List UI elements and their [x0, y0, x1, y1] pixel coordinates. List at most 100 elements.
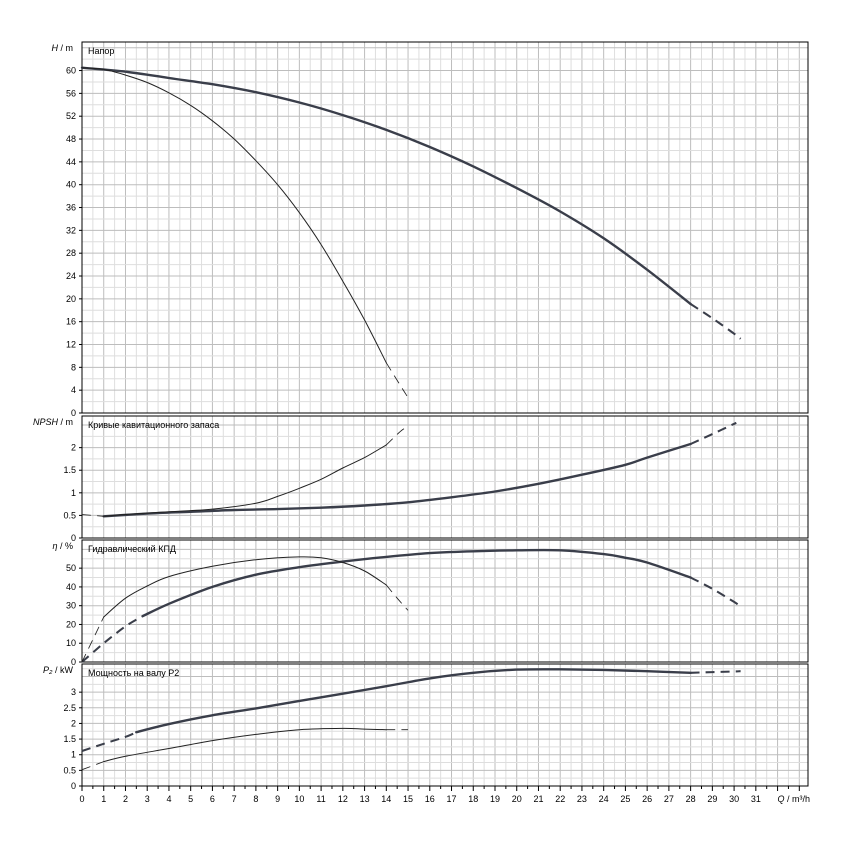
- y-axis-variable: η: [52, 541, 57, 551]
- y-axis-variable: H: [51, 43, 58, 53]
- x-tick-label: 5: [188, 794, 193, 804]
- x-tick-label: 19: [490, 794, 500, 804]
- y-tick-label: 56: [66, 88, 76, 98]
- x-tick-label: 28: [686, 794, 696, 804]
- y-tick-label: 2: [71, 443, 76, 453]
- y-tick-label: 30: [66, 601, 76, 611]
- curve-thick-solid: [102, 442, 692, 518]
- x-tick-label: 2: [123, 794, 128, 804]
- y-axis-separator: /: [58, 417, 66, 427]
- x-tick-label: 13: [360, 794, 370, 804]
- x-axis-separator: /: [784, 794, 792, 804]
- curve-thick-dashed: [81, 731, 137, 752]
- x-tick-label: 17: [447, 794, 457, 804]
- curve-thick-dashed: [81, 615, 144, 663]
- y-tick-label: 20: [66, 619, 76, 629]
- x-tick-label: 16: [425, 794, 435, 804]
- curve-thick-solid: [135, 668, 692, 734]
- curve-thick-solid: [80, 66, 692, 306]
- y-tick-label: 52: [66, 111, 76, 121]
- y-tick-label: 50: [66, 563, 76, 573]
- y-tick-label: 60: [66, 66, 76, 76]
- x-tick-label: 14: [381, 794, 391, 804]
- y-tick-label: 1: [71, 750, 76, 760]
- panel-3: 0 10 20 30 40 50 η / % Гидравлический КПД: [52, 539, 809, 667]
- curve-thin-dashed: [385, 584, 409, 611]
- y-tick-label: 16: [66, 317, 76, 327]
- x-tick-label: 31: [751, 794, 761, 804]
- x-tick-label: 21: [533, 794, 543, 804]
- x-tick-label: 23: [577, 794, 587, 804]
- y-tick-label: 24: [66, 271, 76, 281]
- x-tick-label: 22: [555, 794, 565, 804]
- y-tick-label: 32: [66, 225, 76, 235]
- x-tick-label: 12: [338, 794, 348, 804]
- x-tick-label: 3: [145, 794, 150, 804]
- x-tick-label: 11: [316, 794, 325, 804]
- x-tick-label: 1: [101, 794, 106, 804]
- y-axis-unit: %: [65, 541, 73, 551]
- y-axis-unit: m: [66, 43, 74, 53]
- y-tick-label: 0: [71, 408, 76, 418]
- x-tick-label: 6: [210, 794, 215, 804]
- curve-thick-dashed: [690, 670, 741, 674]
- curve-thick-dashed: [690, 421, 737, 445]
- y-tick-label: 3: [71, 687, 76, 697]
- x-tick-label: 24: [599, 794, 609, 804]
- y-tick-label: 0: [71, 533, 76, 543]
- x-tick-label: 25: [620, 794, 630, 804]
- curve-thin-dashed: [386, 426, 409, 446]
- x-tick-label: 7: [232, 794, 237, 804]
- x-tick-label: 15: [403, 794, 413, 804]
- y-tick-label: 44: [66, 157, 76, 167]
- curve-thin-dashed: [385, 362, 409, 398]
- y-axis-label: P₂ / kW: [43, 665, 73, 675]
- y-tick-label: 36: [66, 203, 76, 213]
- y-tick-label: 1: [71, 488, 76, 498]
- y-tick-label: 8: [71, 362, 76, 372]
- y-tick-label: 10: [66, 638, 76, 648]
- panel-title: Гидравлический КПД: [88, 544, 176, 554]
- x-tick-label: 30: [729, 794, 739, 804]
- y-tick-label: 2.5: [63, 703, 76, 713]
- x-tick-label: 29: [707, 794, 717, 804]
- y-tick-label: 0.5: [63, 765, 76, 775]
- panel-title: Напор: [88, 46, 114, 56]
- x-tick-label: 26: [642, 794, 652, 804]
- x-tick-label: 20: [512, 794, 522, 804]
- y-tick-label: 12: [66, 340, 76, 350]
- y-tick-label: 0.5: [63, 510, 76, 520]
- x-tick-label: 4: [166, 794, 171, 804]
- panel-frame: [81, 41, 809, 414]
- y-tick-label: 1.5: [63, 465, 76, 475]
- y-tick-label: 48: [66, 134, 76, 144]
- x-tick-label: 8: [253, 794, 258, 804]
- y-tick-label: 20: [66, 294, 76, 304]
- x-tick-label: 0: [79, 794, 84, 804]
- y-axis-separator: /: [58, 43, 66, 53]
- y-tick-label: 0: [71, 781, 76, 791]
- panel-frame: [81, 539, 809, 663]
- panel-frame: [81, 663, 809, 787]
- y-tick-label: 0: [71, 657, 76, 667]
- y-axis-label: η / %: [52, 541, 73, 551]
- y-axis-variable: NPSH: [33, 417, 59, 427]
- x-tick-label: 18: [468, 794, 478, 804]
- panel-title: Мощность на валу P2: [88, 668, 179, 678]
- y-tick-label: 40: [66, 180, 76, 190]
- y-tick-label: 2: [71, 718, 76, 728]
- y-axis-unit: m: [66, 417, 74, 427]
- x-tick-label: 9: [275, 794, 280, 804]
- curve-thin-solid: [103, 556, 387, 618]
- y-axis-separator: /: [52, 665, 60, 675]
- x-axis-label: Q / m³/h: [777, 794, 810, 804]
- curve-thin-dashed: [81, 761, 104, 771]
- y-axis-variable: P₂: [43, 665, 53, 675]
- panel-2: 0 0.5 1 1.5 2 NPSH / m Кривые кавитационного з…: [33, 415, 809, 543]
- curve-thick-solid: [141, 548, 692, 618]
- y-axis-label: NPSH / m: [33, 417, 73, 427]
- curve-thin-solid: [81, 67, 387, 364]
- y-axis-unit: kW: [60, 665, 74, 675]
